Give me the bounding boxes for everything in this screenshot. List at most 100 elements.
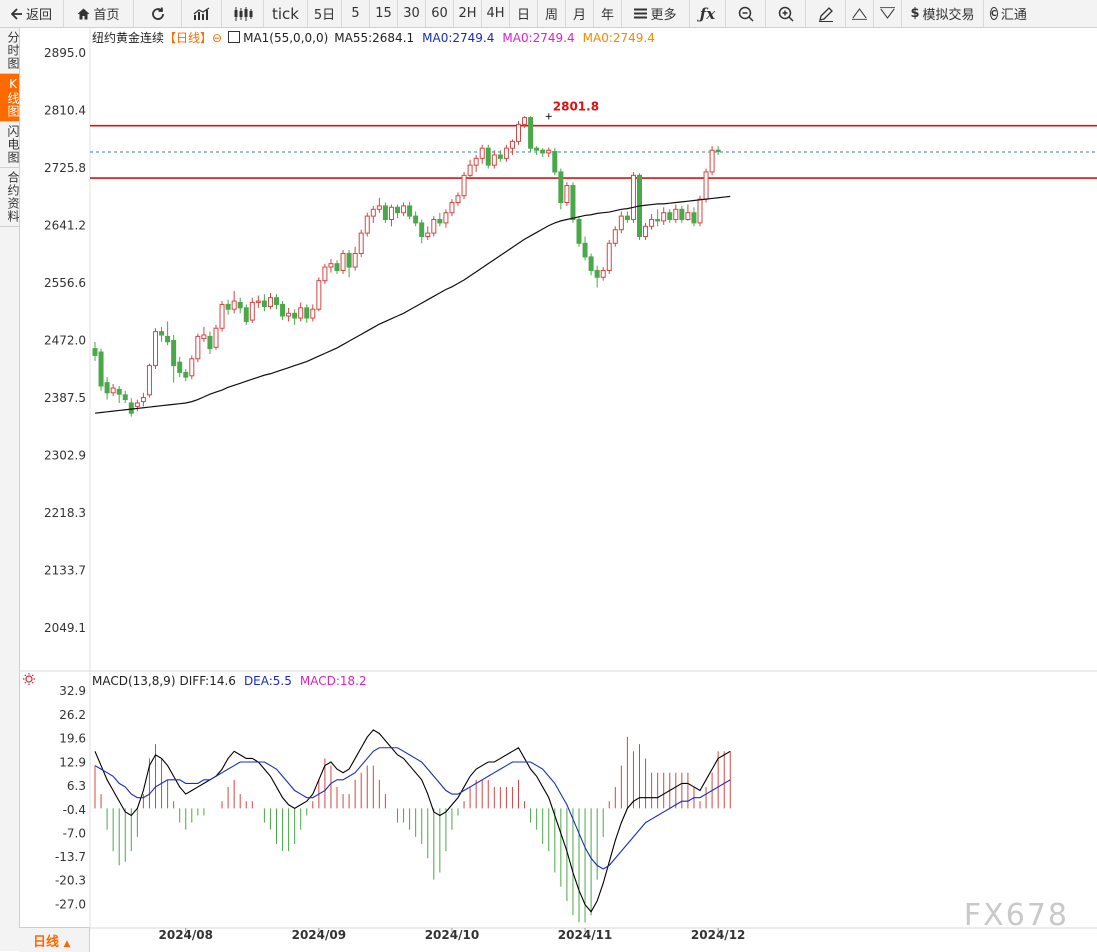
candle-body	[92, 348, 98, 356]
price-tick-label: 2556.6	[44, 276, 86, 290]
sidebar-item-kline-chart[interactable]: K线图	[0, 74, 20, 122]
candle-body	[159, 331, 165, 336]
candle-body	[370, 208, 376, 217]
period-label: 60	[431, 6, 448, 21]
period-day[interactable]: 日	[510, 0, 538, 27]
candle-body	[655, 219, 661, 222]
candle-body	[298, 307, 304, 319]
candle-style-button[interactable]	[222, 0, 264, 27]
period-label: 月	[572, 8, 586, 23]
candle-body	[364, 215, 370, 234]
macd-axis: 32.9 26.2 19.6 12.9 6.3 -0.4 -7.0 -13.7 -20.3 -27…	[55, 684, 86, 912]
candle-body	[237, 301, 243, 309]
chart-area[interactable]: 2895.0 2810.4 2725.8 2641.2 2556.6 2472.0 2387…	[19, 28, 1097, 951]
sidebar-item-flash-chart[interactable]: 闪电图	[0, 122, 20, 168]
triangle-down-button[interactable]	[874, 0, 902, 27]
period-week[interactable]: 周	[538, 0, 566, 27]
macd-tick-label: 19.6	[59, 731, 86, 745]
candle-body	[528, 117, 534, 149]
ma0-value: MA0:2749.4	[502, 31, 575, 45]
ma0-value: MA0:2749.4	[422, 31, 495, 45]
period-5min[interactable]: 5	[342, 0, 370, 27]
bottom-tabs: 日线 ▲	[19, 927, 90, 952]
menu-icon	[634, 8, 648, 19]
watermark: FX678	[963, 898, 1069, 933]
formula-button[interactable]: ƒx	[690, 0, 726, 27]
candle-body	[703, 171, 709, 200]
candle-body	[146, 365, 152, 396]
candle-body	[413, 215, 419, 224]
candle-body	[419, 222, 425, 237]
diff-line	[94, 729, 731, 913]
date-tick-label: 2024/11	[558, 928, 612, 942]
macd-tick-label: 32.9	[59, 684, 86, 698]
candle-body	[255, 300, 261, 303]
macd-lines-layer	[94, 729, 731, 913]
more-button[interactable]: 更多	[622, 0, 690, 27]
candle-body	[98, 351, 104, 387]
sim-trade-button[interactable]: $ 模拟交易	[902, 0, 984, 27]
candle-body	[630, 174, 636, 221]
huitong-button[interactable]: C 汇通	[984, 0, 1030, 27]
candle-body	[340, 252, 346, 271]
home-label: 首页	[93, 8, 120, 23]
period-2h[interactable]: 2H	[454, 0, 482, 27]
candle-body	[292, 312, 298, 319]
high-marker	[545, 113, 552, 120]
sidebar-item-time-chart[interactable]: 分时图	[0, 28, 20, 74]
candle-body	[576, 219, 582, 244]
zoom-in-button[interactable]	[766, 0, 806, 27]
tab-daily[interactable]: 日线 ▲	[33, 931, 70, 950]
ma0-value: MA0:2749.4	[582, 31, 655, 45]
tick-button[interactable]: tick	[264, 0, 308, 27]
sidebar-item-contract-info[interactable]: 合约资料	[0, 168, 20, 227]
macd-tick-label: -27.0	[55, 898, 86, 912]
candle-body	[183, 371, 189, 378]
period-5day[interactable]: 5日	[308, 0, 342, 27]
candle-body	[503, 147, 509, 159]
candle-body	[497, 154, 503, 159]
candle-body	[358, 232, 364, 254]
period-month[interactable]: 月	[566, 0, 594, 27]
candle-body	[376, 205, 382, 210]
zoom-out-button[interactable]	[726, 0, 766, 27]
zoom-in-icon	[778, 6, 794, 22]
candle-body	[600, 269, 606, 278]
candle-body	[201, 334, 207, 339]
tab-daily-label: 日线	[33, 935, 60, 950]
triangle-up-button[interactable]	[846, 0, 874, 27]
candle-body	[437, 219, 443, 224]
candle-body	[467, 164, 473, 176]
candle-body	[407, 205, 413, 217]
candle-body	[564, 185, 570, 204]
candle-body	[382, 205, 388, 221]
refresh-icon	[151, 6, 164, 20]
candle-body	[322, 266, 328, 282]
ma-toggle-icon[interactable]	[228, 31, 241, 43]
home-button[interactable]: 首页	[64, 0, 134, 27]
price-tick-label: 2387.5	[44, 391, 86, 405]
candle-body	[618, 215, 624, 231]
period-4h[interactable]: 4H	[482, 0, 510, 27]
period-badge[interactable]: 【日线】	[164, 31, 213, 45]
indicator-chart-button[interactable]	[182, 0, 222, 27]
refresh-button[interactable]	[134, 0, 182, 27]
candle-body	[352, 252, 358, 268]
candle-body	[534, 147, 540, 151]
candle-body	[401, 205, 407, 214]
tick-label: tick	[272, 4, 299, 23]
candle-body	[219, 303, 225, 329]
period-30min[interactable]: 30	[398, 0, 426, 27]
chart-header: 纽约黄金连续【日线】⊖ MA1(55,0,0,0) MA55:2684.1 MA0:2…	[92, 29, 655, 46]
candle-body	[516, 123, 521, 142]
period-60min[interactable]: 60	[426, 0, 454, 27]
candle-body	[128, 402, 134, 414]
period-label: 4H	[486, 6, 505, 21]
back-button[interactable]: 返回	[0, 0, 64, 27]
draw-button[interactable]	[806, 0, 846, 27]
period-15min[interactable]: 15	[370, 0, 398, 27]
macd-settings-icon[interactable]	[23, 673, 35, 685]
settings-icon[interactable]: ⊖	[212, 31, 223, 45]
period-label: 30	[403, 6, 420, 21]
period-year[interactable]: 年	[594, 0, 622, 27]
